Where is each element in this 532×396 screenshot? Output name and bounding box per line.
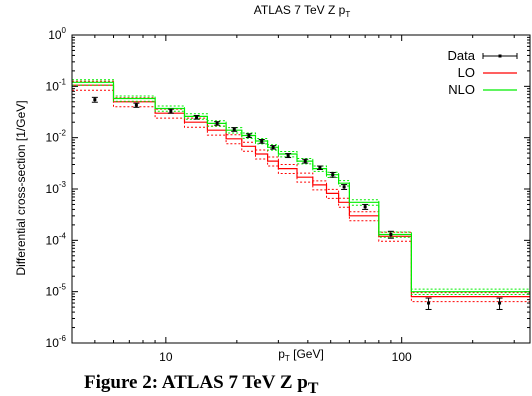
data-point bbox=[427, 301, 431, 305]
data-point bbox=[318, 166, 322, 170]
data-point bbox=[363, 205, 367, 209]
y-tick-label-base: 10 bbox=[46, 336, 60, 350]
y-tick-label: 10-3 bbox=[46, 180, 67, 196]
data-point bbox=[498, 301, 502, 305]
chart: ATLAS 7 TeV Z pT Differential cross-sect… bbox=[14, 3, 531, 364]
data-point bbox=[195, 115, 199, 119]
x-axis-label: pT [GeV] bbox=[278, 347, 324, 363]
y-tick-label-base: 10 bbox=[46, 131, 60, 145]
figure-caption: Figure 2: ATLAS 7 TeV Z pT bbox=[84, 372, 532, 396]
band-lower-lo bbox=[72, 89, 530, 303]
data-point bbox=[389, 232, 393, 236]
chart-title-main: ATLAS 7 TeV Z p bbox=[254, 3, 346, 17]
y-tick-label-base: 10 bbox=[46, 233, 60, 247]
x-axis-label-main: p bbox=[278, 347, 285, 361]
data-point bbox=[169, 109, 173, 113]
y-tick-label: 10-4 bbox=[46, 231, 67, 247]
data-point bbox=[215, 121, 219, 125]
y-tick-label-base: 10 bbox=[48, 28, 62, 42]
legend-swatch-point bbox=[498, 54, 502, 58]
data-point bbox=[331, 173, 335, 177]
y-tick-label: 10-2 bbox=[46, 129, 67, 145]
legend-label-data: Data bbox=[448, 48, 476, 63]
y-tick-label-base: 10 bbox=[46, 79, 60, 93]
x-tick-label: 100 bbox=[392, 350, 412, 364]
y-tick-label-base: 10 bbox=[46, 285, 60, 299]
band-lower-nlo bbox=[72, 84, 530, 295]
data-point bbox=[286, 153, 290, 157]
data-point bbox=[271, 145, 275, 149]
series-layer bbox=[72, 79, 530, 310]
y-tick-label-exponent: 0 bbox=[62, 26, 67, 35]
data-point bbox=[232, 127, 236, 131]
x-tick-label: 10 bbox=[159, 350, 173, 364]
data-point bbox=[260, 139, 264, 143]
legend-label-nlo: NLO bbox=[448, 82, 475, 97]
y-tick-label-exponent: -2 bbox=[59, 129, 67, 138]
data-point bbox=[247, 134, 251, 138]
y-tick-label: 10-6 bbox=[46, 334, 67, 350]
x-axis-label-subscript: T bbox=[285, 354, 290, 363]
data-point bbox=[303, 159, 307, 163]
band-upper-nlo bbox=[72, 79, 530, 290]
figure-caption-text: Figure 2: ATLAS 7 TeV Z p bbox=[84, 372, 308, 393]
legend: Data LO NLO bbox=[448, 48, 518, 97]
y-tick-label-exponent: -1 bbox=[59, 77, 67, 86]
y-tick-label: 10-5 bbox=[46, 283, 67, 299]
y-tick-label-exponent: -5 bbox=[59, 283, 67, 292]
y-tick-label-exponent: -6 bbox=[59, 334, 67, 343]
series-line-lo bbox=[72, 84, 530, 298]
figure-caption-subscript: T bbox=[307, 379, 319, 396]
y-tick-label: 100 bbox=[48, 26, 66, 42]
x-axis-label-unit: [GeV] bbox=[290, 347, 324, 361]
band-upper-lo bbox=[72, 80, 530, 294]
y-axis-label: Differential cross-section [1/GeV] bbox=[14, 100, 28, 275]
plot-frame bbox=[71, 34, 531, 344]
x-axis-ticks: 10 100 bbox=[94, 35, 515, 364]
y-tick-label-exponent: -3 bbox=[59, 180, 67, 189]
series-line-nlo bbox=[72, 81, 530, 293]
data-point bbox=[134, 103, 138, 107]
y-tick-label: 10-1 bbox=[46, 77, 67, 93]
chart-title: ATLAS 7 TeV Z pT bbox=[254, 3, 351, 19]
y-tick-label-base: 10 bbox=[46, 182, 60, 196]
data-point bbox=[342, 185, 346, 189]
y-tick-label-exponent: -4 bbox=[59, 231, 67, 240]
chart-title-subscript: T bbox=[345, 10, 350, 19]
legend-label-lo: LO bbox=[458, 65, 475, 80]
data-point bbox=[93, 98, 97, 102]
